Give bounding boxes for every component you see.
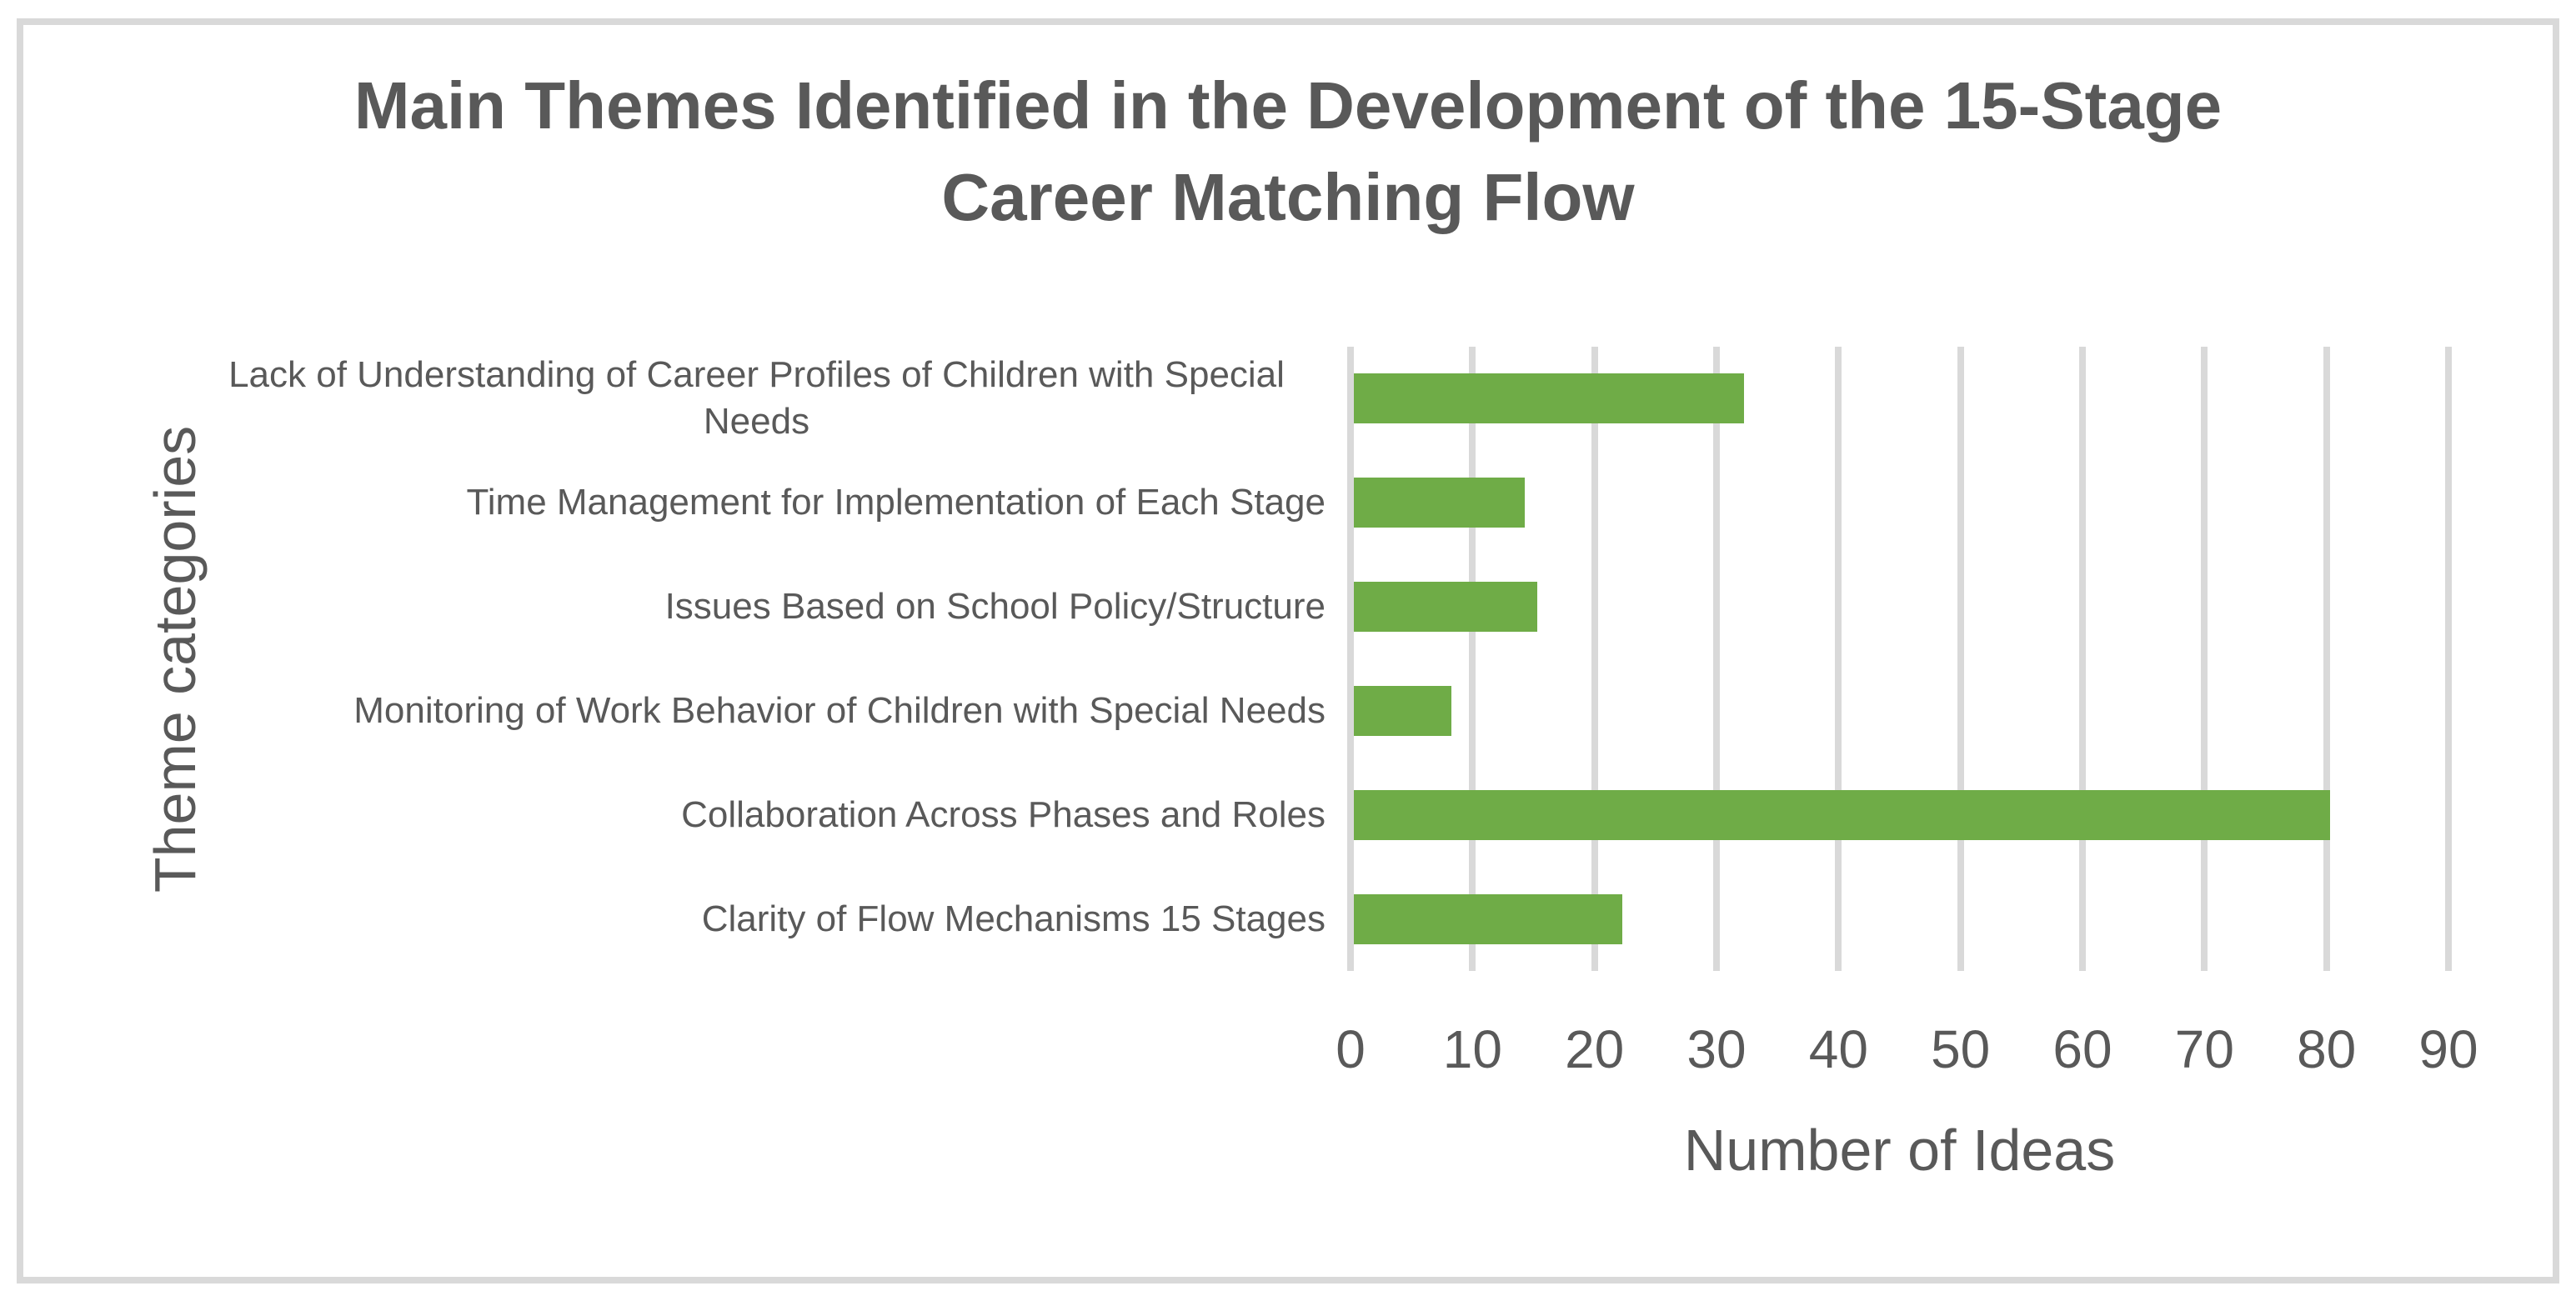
chart-title-line-2: Career Matching Flow — [941, 160, 1635, 234]
plot-area — [1347, 347, 2452, 971]
x-tick-label-80: 80 — [2297, 1019, 2357, 1079]
gridline-x-10 — [1469, 347, 1476, 971]
category-row-5: Clarity of Flow Mechanisms 15 Stages — [188, 867, 1326, 971]
category-axis-labels: Lack of Understanding of Career Profiles… — [188, 347, 1326, 971]
category-row-3: Monitoring of Work Behavior of Children … — [188, 658, 1326, 763]
chart-frame — [17, 18, 2559, 1283]
x-tick-label-30: 30 — [1686, 1019, 1747, 1079]
bar-3 — [1354, 685, 1452, 736]
bar-0 — [1354, 373, 1745, 424]
category-label-5: Clarity of Flow Mechanisms 15 Stages — [701, 898, 1326, 939]
x-tick-label-50: 50 — [1931, 1019, 1991, 1079]
category-row-2: Issues Based on School Policy/Structure — [188, 555, 1326, 659]
gridline-x-80 — [2323, 347, 2330, 971]
gridline-x-0 — [1347, 347, 1354, 971]
category-label-0: Lack of Understanding of Career Profiles… — [228, 354, 1285, 443]
x-tick-label-0: 0 — [1336, 1019, 1366, 1079]
gridline-x-50 — [1957, 347, 1964, 971]
category-label-4: Collaboration Across Phases and Roles — [681, 793, 1326, 835]
category-row-4: Collaboration Across Phases and Roles — [188, 763, 1326, 867]
x-tick-label-60: 60 — [2052, 1019, 2112, 1079]
chart-title-line-1: Main Themes Identified in the Developmen… — [353, 68, 2223, 143]
gridline-x-20 — [1591, 347, 1598, 971]
x-tick-label-20: 20 — [1565, 1019, 1625, 1079]
x-tick-label-90: 90 — [2418, 1019, 2478, 1079]
category-label-2: Issues Based on School Policy/Structure — [664, 586, 1326, 628]
x-tick-label-70: 70 — [2174, 1019, 2234, 1079]
bar-1 — [1354, 478, 1525, 528]
gridline-x-40 — [1835, 347, 1842, 971]
gridline-x-90 — [2445, 347, 2452, 971]
category-row-0: Lack of Understanding of Career Profiles… — [188, 347, 1326, 451]
gridline-x-30 — [1713, 347, 1720, 971]
category-label-3: Monitoring of Work Behavior of Children … — [353, 689, 1326, 731]
gridline-x-70 — [2201, 347, 2208, 971]
bar-5 — [1354, 893, 1622, 944]
x-tick-label-10: 10 — [1442, 1019, 1502, 1079]
x-tick-label-40: 40 — [1808, 1019, 1868, 1079]
chart-title: Main Themes Identified in the Developmen… — [0, 60, 2576, 243]
gridline-x-60 — [2079, 347, 2086, 971]
x-axis-title: Number of Ideas — [1683, 1118, 2116, 1183]
category-row-1: Time Management for Implementation of Ea… — [188, 451, 1326, 555]
bar-4 — [1354, 789, 2330, 840]
category-label-1: Time Management for Implementation of Ea… — [466, 482, 1326, 523]
bar-2 — [1354, 582, 1537, 633]
